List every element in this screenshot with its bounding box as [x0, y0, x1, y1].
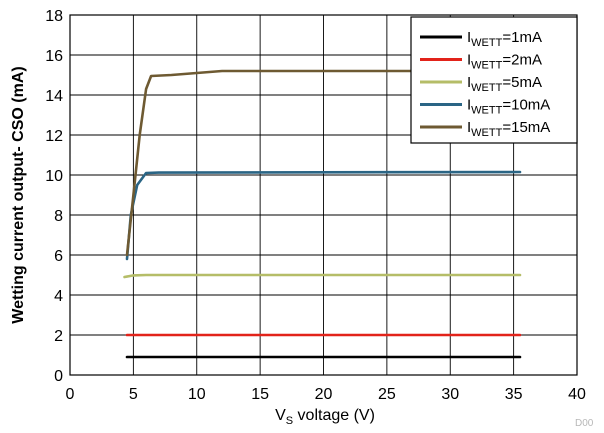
legend-label: IWETT=5mA [467, 74, 542, 94]
legend-label: IWETT=10mA [467, 97, 550, 117]
series-line-3 [123, 273, 522, 279]
legend-label-sub: WETT [471, 37, 502, 49]
legend-label-prefix: I [467, 97, 471, 114]
y-tick-label: 18 [45, 8, 63, 25]
legend-label-sub: WETT [471, 127, 502, 139]
y-tick-label: 6 [54, 248, 63, 265]
figure-code: D00 [575, 418, 594, 429]
y-axis-title: Wetting current output- CSO (mA) [10, 66, 27, 323]
x-tick-labels: 0 5 10 15 20 25 30 35 40 [66, 386, 586, 403]
legend-label-prefix: I [467, 29, 471, 46]
legend-label-value: =2mA [502, 52, 542, 69]
series-line-5 [125, 69, 522, 257]
x-tick-label: 20 [315, 386, 333, 403]
x-tick-label: 40 [568, 386, 586, 403]
legend-label-value: =5mA [502, 74, 542, 91]
legend-label: IWETT=15mA [467, 119, 550, 139]
y-tick-labels: 0 2 4 6 8 10 12 14 16 18 [45, 8, 63, 385]
legend-label-sub: WETT [471, 60, 502, 72]
legend-label-prefix: I [467, 74, 471, 91]
x-axis-title: VS voltage (V) [275, 407, 375, 427]
x-tick-label: 30 [441, 386, 459, 403]
x-tick-label: 5 [129, 386, 138, 403]
x-axis-title-sub: S [286, 415, 293, 427]
legend-label: IWETT=2mA [467, 52, 542, 72]
plot-frame [69, 14, 578, 376]
x-tick-label: 35 [505, 386, 523, 403]
legend-label-prefix: I [467, 119, 471, 136]
y-tick-label: 2 [54, 328, 63, 345]
x-tick-label: 25 [378, 386, 396, 403]
legend-label-sub: WETT [471, 82, 502, 94]
y-tick-label: 12 [45, 128, 63, 145]
legend-label-value: =15mA [502, 119, 550, 136]
y-tick-label: 8 [54, 208, 63, 225]
y-tick-label: 14 [45, 88, 63, 105]
y-tick-label: 10 [45, 168, 63, 185]
legend-label-value: =1mA [502, 29, 542, 46]
x-tick-label: 15 [251, 386, 269, 403]
legend-label-sub: WETT [471, 105, 502, 117]
legend-label: IWETT=1mA [467, 29, 542, 49]
x-axis-title-main: V [275, 407, 286, 424]
x-tick-label: 10 [188, 386, 206, 403]
legend-label-prefix: I [467, 52, 471, 69]
y-tick-label: 16 [45, 48, 63, 65]
series-lines [123, 69, 522, 359]
legend-label-value: =10mA [502, 97, 550, 114]
x-axis-title-rest: voltage (V) [293, 407, 375, 424]
legend: IWETT=1mAIWETT=2mAIWETT=5mAIWETT=10mAIWE… [410, 16, 578, 144]
x-tick-label: 0 [66, 386, 75, 403]
y-tick-label: 4 [54, 288, 63, 305]
y-tick-label: 0 [54, 368, 63, 385]
